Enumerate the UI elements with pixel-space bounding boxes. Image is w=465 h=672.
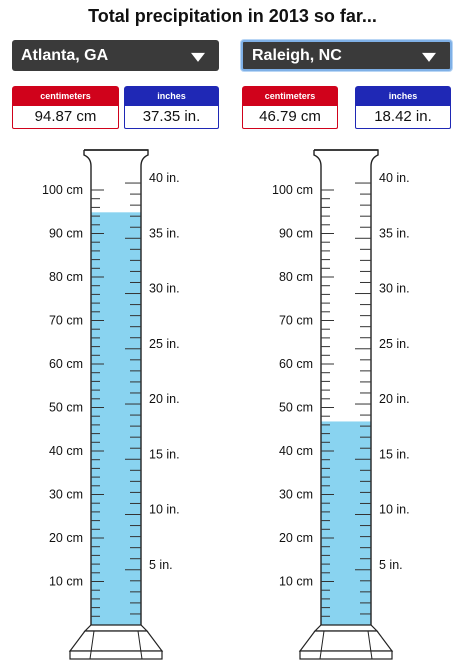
- cm-badge-left-value: 94.87 cm: [12, 106, 119, 129]
- cylinder-base-facet-right: [319, 630, 325, 660]
- inch-label-right: 35 in.: [379, 226, 410, 240]
- cm-label-right: 100 cm: [272, 183, 313, 197]
- liquid-fill-left: [91, 212, 141, 625]
- cm-label-right: 90 cm: [279, 227, 313, 241]
- page-title: Total precipitation in 2013 so far...: [88, 6, 377, 26]
- cm-label-right: 60 cm: [279, 357, 313, 371]
- liquid-fill-right: [321, 421, 371, 625]
- cylinder-base-facet-left: [89, 630, 95, 660]
- cylinder-foot-right: [299, 650, 393, 660]
- cm-label-left: 50 cm: [49, 401, 83, 415]
- chevron-down-icon: [422, 52, 436, 62]
- graduated-cylinders: 10 cm 20 cm 30 cm 40 cm 50 cm 60 cm 70 cm 80 cm…: [42, 149, 410, 660]
- cylinder-foot-left: [69, 650, 163, 660]
- inch-label-left: 40 in.: [149, 171, 180, 185]
- cylinder-base-facet-left: [137, 630, 143, 660]
- inch-label-left: 20 in.: [149, 392, 180, 406]
- inch-label-right: 20 in.: [379, 392, 410, 406]
- cm-label-right: 10 cm: [279, 575, 313, 589]
- cm-badge-right: centimeters 46.79 cm: [242, 86, 338, 129]
- cm-label-left: 20 cm: [49, 531, 83, 545]
- in-badge-right-label: inches: [355, 86, 451, 106]
- inch-label-right: 30 in.: [379, 282, 410, 296]
- city-select-left[interactable]: Atlanta, GA: [12, 40, 219, 71]
- cm-label-left: 90 cm: [49, 227, 83, 241]
- cm-label-left: 100 cm: [42, 183, 83, 197]
- inch-label-left: 35 in.: [149, 226, 180, 240]
- cm-badge-right-value: 46.79 cm: [242, 106, 338, 129]
- cm-label-right: 80 cm: [279, 270, 313, 284]
- cm-label-left: 40 cm: [49, 444, 83, 458]
- city-select-left-value: Atlanta, GA: [21, 46, 109, 64]
- cylinder-outline-left: [83, 149, 149, 625]
- cylinder-neck-left: [83, 624, 149, 632]
- inch-label-left: 25 in.: [149, 337, 180, 351]
- cylinder-base-right: [298, 630, 394, 652]
- cm-label-right: 70 cm: [279, 314, 313, 328]
- inch-label-right: 40 in.: [379, 171, 410, 185]
- cm-label-left: 10 cm: [49, 575, 83, 589]
- inch-label-left: 30 in.: [149, 282, 180, 296]
- cylinder-outline-right: [313, 149, 379, 625]
- inch-label-left: 5 in.: [149, 558, 173, 572]
- cm-badge-right-label: centimeters: [242, 86, 338, 106]
- chevron-down-icon: [191, 52, 205, 62]
- cm-label-left: 60 cm: [49, 357, 83, 371]
- city-select-right-value: Raleigh, NC: [252, 46, 342, 64]
- city-select-right[interactable]: Raleigh, NC: [241, 40, 452, 71]
- in-badge-left: inches 37.35 in.: [124, 86, 219, 129]
- cm-label-right: 30 cm: [279, 488, 313, 502]
- cylinder-base-left: [68, 630, 164, 652]
- in-badge-right-value: 18.42 in.: [355, 106, 451, 129]
- in-badge-right: inches 18.42 in.: [355, 86, 451, 129]
- in-badge-left-label: inches: [124, 86, 219, 106]
- inch-label-right: 10 in.: [379, 503, 410, 517]
- cm-label-right: 50 cm: [279, 401, 313, 415]
- cm-label-right: 40 cm: [279, 444, 313, 458]
- cm-label-left: 30 cm: [49, 488, 83, 502]
- in-badge-left-value: 37.35 in.: [124, 106, 219, 129]
- cylinders-area: 10 cm 20 cm 30 cm 40 cm 50 cm 60 cm 70 cm 80 cm…: [0, 148, 465, 668]
- cylinder-neck-right: [313, 624, 379, 632]
- cm-badge-left-label: centimeters: [12, 86, 119, 106]
- inch-label-left: 15 in.: [149, 447, 180, 461]
- cm-label-left: 80 cm: [49, 270, 83, 284]
- inch-label-right: 25 in.: [379, 337, 410, 351]
- cm-label-left: 70 cm: [49, 314, 83, 328]
- inch-label-right: 15 in.: [379, 447, 410, 461]
- cylinder-base-facet-right: [367, 630, 373, 660]
- cm-badge-left: centimeters 94.87 cm: [12, 86, 119, 129]
- inch-label-right: 5 in.: [379, 558, 403, 572]
- inch-label-left: 10 in.: [149, 503, 180, 517]
- cm-label-right: 20 cm: [279, 531, 313, 545]
